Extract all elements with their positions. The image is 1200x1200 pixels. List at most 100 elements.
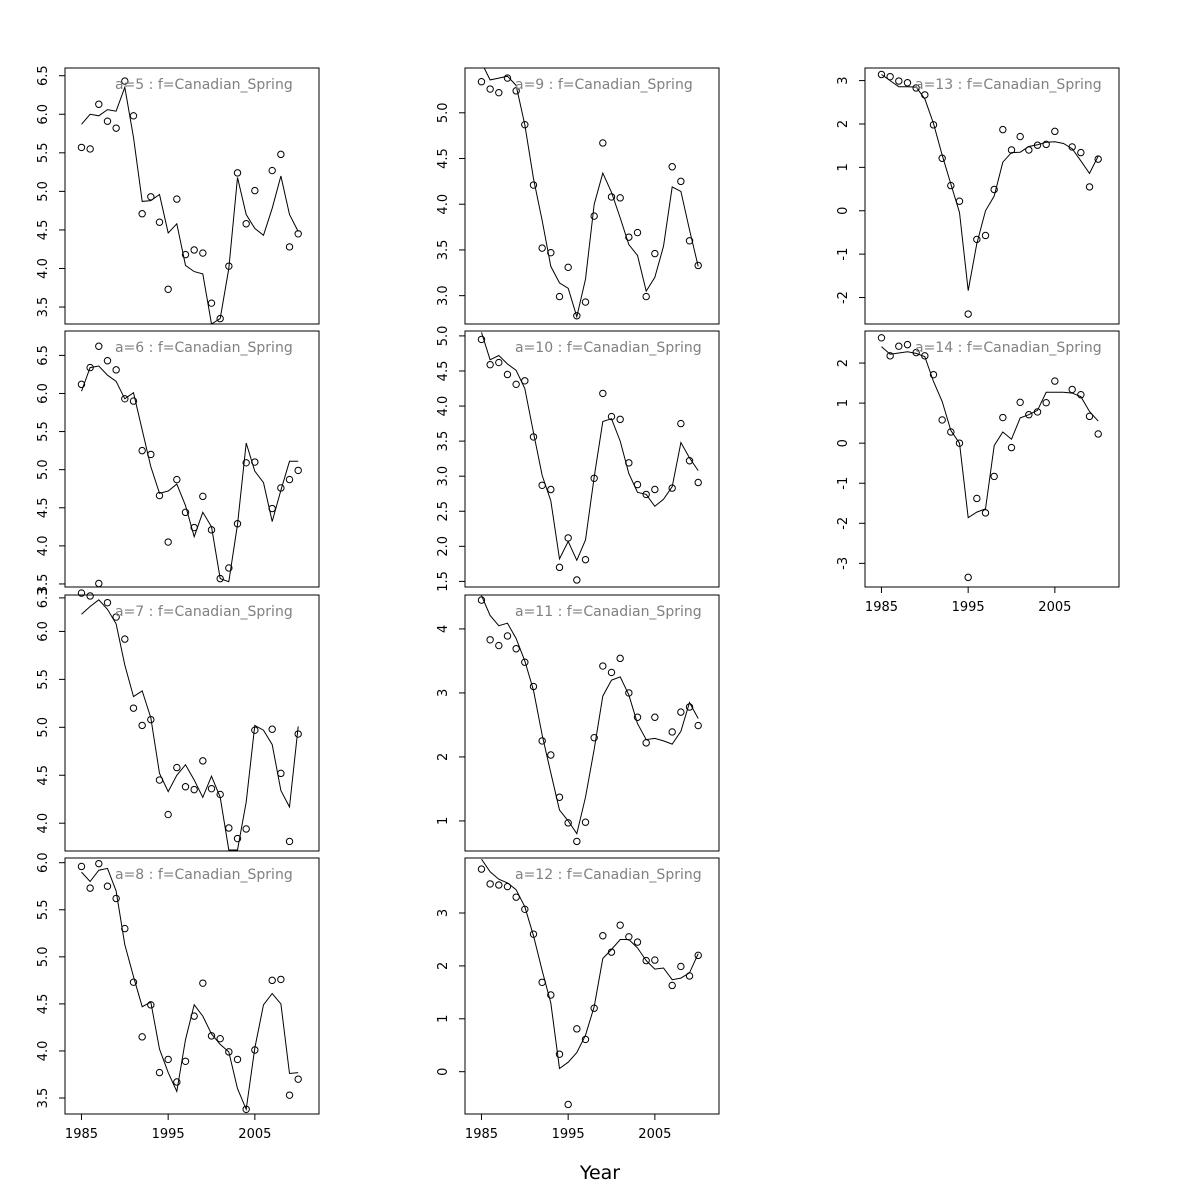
observed-point <box>1051 377 1059 385</box>
observed-point <box>1068 143 1076 151</box>
observed-point <box>86 363 94 372</box>
y-tick-label: 4.5 <box>36 994 51 1015</box>
observed-point <box>555 1050 564 1058</box>
observed-point <box>973 494 981 503</box>
observed-point <box>694 478 702 487</box>
observed-point <box>555 793 564 801</box>
panel-title: a=7 : f=Canadian_Spring <box>115 604 293 620</box>
y-tick-label: 5.0 <box>36 946 51 967</box>
observed-point <box>1042 399 1050 407</box>
observed-point <box>564 819 572 827</box>
observed-point <box>1007 146 1016 154</box>
observed-point <box>207 299 216 307</box>
y-tick-label: 5.5 <box>36 421 51 442</box>
observed-point <box>181 783 190 791</box>
observed-point <box>999 125 1007 134</box>
observed-point <box>694 261 702 270</box>
fitted-line <box>481 595 699 835</box>
y-tick-label: 4.5 <box>36 765 51 786</box>
y-tick-label: 3.0 <box>436 285 451 306</box>
y-tick-label: 5.0 <box>36 459 51 480</box>
observed-point <box>529 181 538 189</box>
observed-point <box>121 77 129 85</box>
observed-point <box>164 285 172 294</box>
observed-point <box>895 77 903 85</box>
observed-point <box>555 292 564 301</box>
observed-point <box>599 389 607 398</box>
observed-point <box>877 70 886 79</box>
observed-point <box>912 348 920 357</box>
observed-point <box>668 484 676 492</box>
y-tick-label: 1 <box>436 1015 451 1023</box>
observed-point <box>251 186 259 195</box>
x-tick-label: 1995 <box>152 1127 185 1142</box>
observed-point <box>616 415 624 424</box>
observed-point <box>138 721 146 730</box>
observed-point <box>947 428 955 436</box>
observed-point <box>929 370 938 379</box>
panel-7: 1 2 3 4 a=11 : f=Canadian_Spring <box>436 594 720 852</box>
y-tick-label: 4.0 <box>36 536 51 557</box>
observed-point <box>581 818 590 826</box>
observed-point <box>616 921 624 929</box>
x-tick-label: 1985 <box>465 1127 498 1142</box>
panel-1: 3.5 4.0 4.5 5.0 5.5 6.0 6.5 a=5 : f=Canadian_Sp… <box>36 65 320 325</box>
y-tick-label: 3.5 <box>36 574 51 595</box>
observed-point <box>233 1055 242 1064</box>
panel-frame <box>64 330 320 588</box>
observed-point <box>103 598 112 607</box>
observed-point <box>512 87 520 95</box>
observed-point <box>573 312 581 320</box>
observed-point <box>147 1001 155 1009</box>
x-tick-label: 2005 <box>1038 600 1071 615</box>
observed-point <box>694 721 702 730</box>
y-tick-label: 4.5 <box>36 497 51 518</box>
observed-point <box>112 366 120 374</box>
y-tick-label: 6.0 <box>36 104 51 125</box>
observed-point <box>512 380 520 389</box>
observed-point <box>538 978 546 986</box>
observed-point <box>1033 408 1042 416</box>
observed-point <box>103 117 112 125</box>
observed-point <box>938 416 946 424</box>
fitted-line <box>81 867 299 1112</box>
observed-point <box>929 121 938 129</box>
observed-point <box>155 776 164 784</box>
y-tick-label: -1 <box>836 477 851 490</box>
observed-point <box>181 250 190 259</box>
observed-point <box>512 893 520 901</box>
observed-point <box>225 824 233 832</box>
panel-frame <box>464 594 720 852</box>
panel-title: a=5 : f=Canadian_Spring <box>115 77 293 93</box>
observed-point <box>268 725 276 733</box>
observed-point <box>590 1004 598 1012</box>
y-tick-label: 4 <box>436 625 451 633</box>
observed-point <box>190 785 198 794</box>
observed-point <box>242 459 250 467</box>
panel-title: a=9 : f=Canadian_Spring <box>515 77 693 93</box>
observed-point <box>251 726 259 734</box>
observed-point <box>590 212 598 220</box>
x-axis-label: Year <box>579 1162 620 1184</box>
y-tick-label: 2 <box>836 359 851 367</box>
observed-point <box>147 193 155 201</box>
panel-title: a=6 : f=Canadian_Spring <box>115 340 293 356</box>
y-tick-label: 3.0 <box>436 466 451 487</box>
observed-point <box>625 459 633 467</box>
observed-point <box>677 708 685 716</box>
panel-title: a=14 : f=Canadian_Spring <box>915 340 1102 356</box>
panel-8: 0 1 2 3 1985 1995 2005 a=12 : f=Canadian_Spring <box>436 857 720 1142</box>
y-tick-label: 2.5 <box>436 501 451 522</box>
fitted-line <box>81 599 299 851</box>
observed-point <box>599 139 607 147</box>
panel-frame <box>64 857 320 1115</box>
y-tick-label: 0 <box>436 1068 451 1076</box>
x-tick-label: 2005 <box>238 1127 271 1142</box>
y-tick-label: 5.0 <box>36 717 51 738</box>
observed-point <box>1025 146 1033 154</box>
observed-point <box>294 1075 302 1083</box>
y-tick-label: 1 <box>836 163 851 171</box>
observed-point <box>607 948 616 956</box>
observed-point <box>495 641 503 650</box>
observed-point <box>285 243 294 251</box>
